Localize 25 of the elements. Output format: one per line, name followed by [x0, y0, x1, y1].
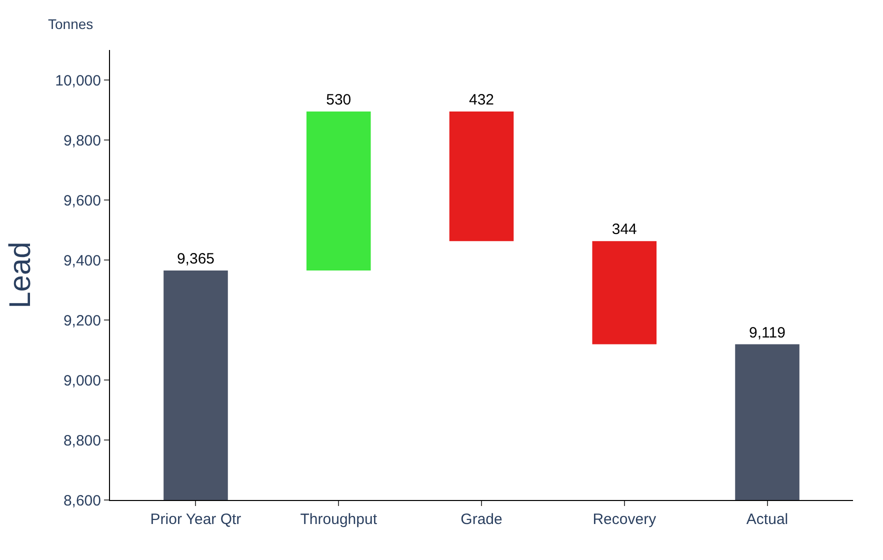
- y-tick-label: 8,600: [63, 492, 101, 510]
- data-label: 530: [326, 92, 352, 108]
- x-tick-label: Grade: [460, 511, 502, 528]
- bar: [735, 344, 800, 500]
- data-label: 9,365: [176, 250, 215, 268]
- text: Tonnes: [48, 16, 94, 32]
- data-label: 344: [612, 221, 637, 238]
- y-tick-label: 8,800: [63, 432, 101, 450]
- bar: [592, 241, 657, 344]
- y-tick-label: 9,600: [63, 192, 101, 210]
- x-tick-label: Actual: [746, 511, 788, 528]
- data-label: 9,119: [749, 324, 786, 342]
- y-axis-title: Lead: [4, 242, 38, 308]
- x-tick-label: Prior Year Qtr: [150, 511, 242, 528]
- x-tick-label: Recovery: [592, 511, 657, 528]
- y-tick-label: 10,000: [55, 72, 101, 90]
- bar: [306, 112, 371, 270]
- data-label: 432: [468, 92, 494, 108]
- y-tick-label: 9,800: [63, 132, 101, 150]
- x-tick-label: Throughput: [300, 511, 378, 528]
- bar: [449, 112, 514, 242]
- y-tick-label: 9,400: [63, 252, 101, 270]
- y-tick-label: 9,200: [63, 312, 101, 330]
- y-tick-label: 9,000: [63, 372, 101, 390]
- bar: [164, 270, 228, 500]
